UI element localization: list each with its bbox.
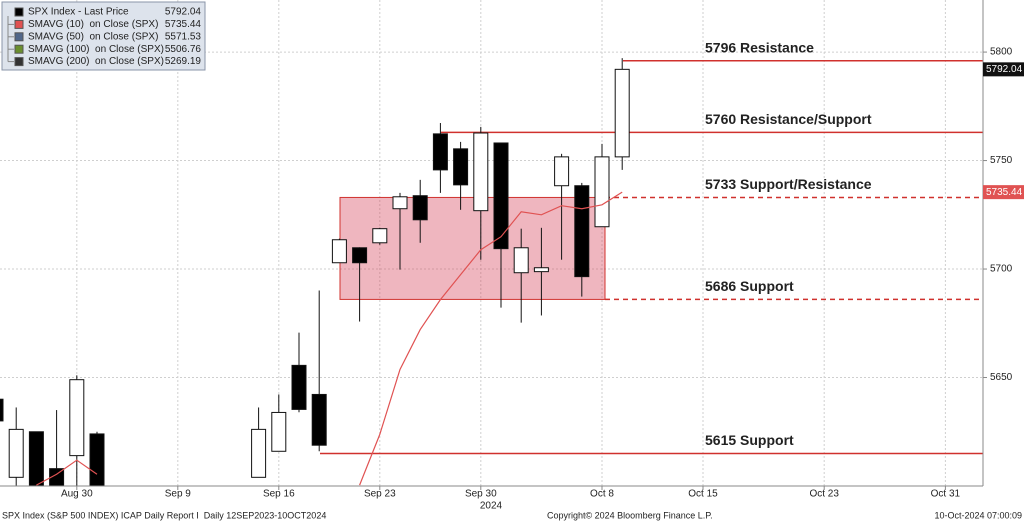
annotation-label: 5733 Support/Resistance [705, 176, 872, 192]
candle-body [513, 247, 529, 274]
candle-body [89, 433, 105, 486]
candle-body [594, 156, 610, 228]
annotation-label: 5686 Support [705, 278, 794, 294]
legend-name: SMAVG (200) on Close (SPX) [28, 56, 164, 67]
legend-value: 5571.53 [165, 31, 202, 42]
sma-line [36, 191, 623, 486]
x-tick-label: Oct 23 [809, 489, 839, 500]
x-tick-label: Oct 8 [590, 489, 614, 500]
candle-body [533, 267, 549, 273]
zone-box [339, 196, 606, 300]
candle-body [8, 428, 24, 478]
legend-swatch [14, 32, 24, 42]
x-tick-label: Sep 16 [263, 489, 295, 500]
y-tick-label: 5750 [990, 155, 1013, 166]
annotation-label: 5760 Resistance/Support [705, 111, 872, 127]
y-tick-label: 5700 [990, 264, 1013, 275]
candle-body [493, 142, 509, 250]
legend-value: 5735.44 [165, 19, 202, 30]
candle-body [574, 185, 590, 278]
candle-body [412, 195, 428, 221]
last-value-label: 5792.04 [986, 64, 1023, 75]
x-tick-label: Sep 30 [465, 489, 497, 500]
candle-body [28, 431, 44, 486]
candle-body [392, 196, 408, 210]
annotation-label: 5796 Resistance [705, 39, 814, 55]
last-value-tag [983, 62, 1024, 77]
x-tick-label: Aug 30 [61, 489, 93, 500]
candle-body [352, 247, 368, 264]
legend: SPX Index - Last Price 5792.04 SMAVG (10) … [1, 1, 206, 71]
plot-area [0, 58, 983, 486]
candle-body [49, 468, 65, 486]
legend-swatch [14, 19, 24, 29]
candle-body [271, 411, 287, 452]
legend-box [1, 1, 206, 71]
x-tick-label: Sep 23 [364, 489, 396, 500]
candle-body [614, 68, 630, 158]
last-value-tag [983, 185, 1024, 200]
legend-name: SMAVG (50) on Close (SPX) [28, 31, 158, 42]
candle-body [251, 428, 267, 478]
candle-body [69, 379, 85, 457]
legend-swatch [14, 44, 24, 54]
candle-body [331, 239, 347, 264]
x-tick-label: Oct 15 [688, 489, 718, 500]
legend-name: SPX Index - Last Price [28, 7, 129, 18]
axes: 5650 5700 5750 5800 Aug 30 Sep 9 Sep 16 Sep 23 S… [61, 47, 1024, 500]
candle-body [311, 393, 327, 446]
last-value-label: 5735.44 [986, 187, 1023, 198]
footer-center: Copyright© 2024 Bloomberg Finance L.P. [547, 510, 713, 520]
candle-body [0, 398, 4, 422]
candle-body [554, 156, 570, 187]
candle-body [432, 133, 448, 171]
candle-body [473, 132, 489, 212]
candle-body [291, 364, 307, 410]
x-year-label: 2024 [480, 501, 503, 512]
y-tick-label: 5800 [990, 47, 1013, 58]
footer-right: 10-Oct-2024 07:00:09 [934, 510, 1022, 520]
footer-left: SPX Index (S&P 500 INDEX) ICAP Daily Rep… [2, 510, 326, 520]
candle-body [372, 228, 388, 244]
legend-value: 5506.76 [165, 44, 202, 55]
legend-value: 5792.04 [165, 7, 202, 18]
grid [0, 0, 983, 486]
candle-body [453, 148, 469, 186]
x-tick-label: Sep 9 [165, 489, 192, 500]
legend-swatch [14, 57, 24, 67]
annotation-label: 5615 Support [705, 432, 794, 448]
legend-name: SMAVG (10) on Close (SPX) [28, 19, 158, 30]
x-tick-label: Oct 31 [931, 489, 961, 500]
legend-name: SMAVG (100) on Close (SPX) [28, 44, 164, 55]
y-tick-label: 5650 [990, 372, 1013, 383]
legend-swatch [14, 7, 24, 17]
legend-value: 5269.19 [165, 56, 202, 67]
